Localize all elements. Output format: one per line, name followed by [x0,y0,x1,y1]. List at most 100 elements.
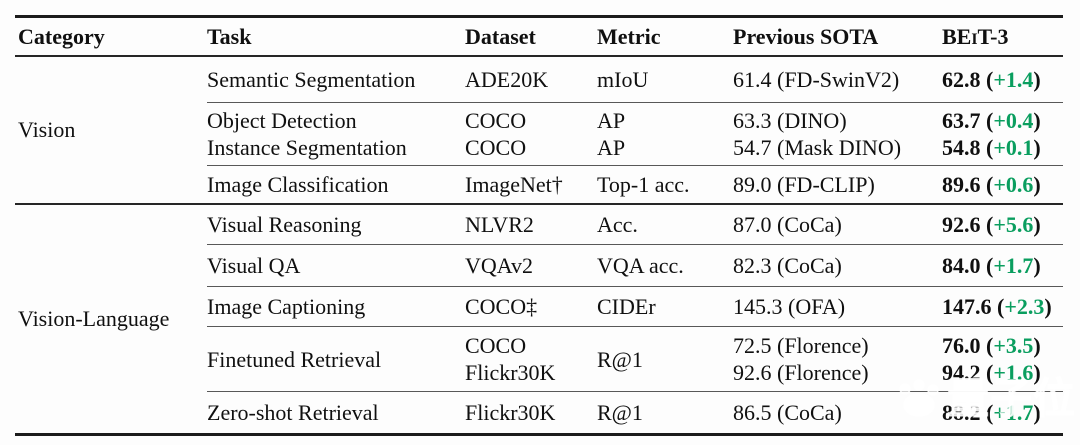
sota-value: 82.3 (CoCa) [733,253,842,278]
sota-value: 61.4 (FD-SwinV2) [733,67,900,92]
table-row: Object Detection Instance Segmentation COC… [207,102,1063,165]
beit3-delta: +0.4 [993,108,1034,133]
metric-value: R@1 [597,400,643,425]
beit3-delta: +0.1 [993,135,1034,160]
table-row: Semantic Segmentation ADE20K mIoU 61.4 (FD-… [207,57,1063,102]
header-previous-sota: Previous SOTA [733,23,879,49]
metric-value: VQA acc. [597,253,684,278]
paren-close: ) [1033,400,1041,425]
paren-open: ( [986,253,994,278]
paren-close: ) [1033,67,1041,92]
beit3-post: T-3 [977,23,1009,49]
beit3-cell: 62.8 (+1.4) [942,57,1063,102]
beit3-value: 76.0 (+3.5) [942,332,1063,359]
table-bottom-rule [15,433,1063,436]
dataset-value: COCO [465,108,527,133]
beit3-delta: +1.7 [993,253,1034,278]
beit3-value: 94.2 (+1.6) [942,359,1063,386]
beit3-score: 92.6 [942,212,986,237]
task-value: Image Classification [207,172,389,197]
beit3-delta: +2.3 [1004,294,1045,319]
dataset-cell: Flickr30K [465,392,597,433]
dataset-value: COCO [465,333,527,358]
dataset-value: Flickr30K [465,360,556,385]
metric-value: mIoU [597,67,649,92]
dataset-cell: COCO COCO [465,103,597,165]
metric-value: CIDEr [597,294,656,319]
paren-close: ) [1033,172,1041,197]
table-row: Finetuned Retrieval COCO Flickr30K R@1 72.5 … [207,326,1063,391]
dataset-cell: VQAv2 [465,245,597,286]
paren-close: ) [1033,212,1041,237]
table-row: Zero-shot Retrieval Flickr30K R@1 86.5 (CoC… [207,391,1063,433]
table-top-rule [15,15,1063,18]
beit3-score: 89.6 [942,172,986,197]
paren-open: ( [986,135,994,160]
task-cell: Semantic Segmentation [207,57,465,102]
task-cell: Visual QA [207,245,465,286]
metric-cell: AP AP [597,103,733,165]
sota-cell: 145.3 (OFA) [733,287,942,326]
beit3-delta: +1.7 [993,400,1034,425]
paren-close: ) [1044,294,1052,319]
table-header-row: Category Task Dataset Metric Previous SO… [15,18,1063,57]
table-row: Image Classification ImageNet† Top-1 acc. 8… [207,165,1063,203]
beit3-score: 63.7 [942,108,986,133]
task-value: Zero-shot Retrieval [207,400,379,425]
sota-cell: 72.5 (Florence) 92.6 (Florence) [733,327,942,391]
beit3-smallcap: I [971,30,978,48]
dataset-value: ImageNet† [465,172,563,197]
sota-cell: 61.4 (FD-SwinV2) [733,57,942,102]
paren-close: ) [1033,360,1041,385]
paren-close: ) [1033,253,1041,278]
beit3-value: 63.7 (+0.4) [942,107,1063,134]
beit3-value: 62.8 (+1.4) [942,66,1063,93]
category-label: Vision-Language [18,306,170,331]
dataset-cell: ADE20K [465,57,597,102]
metric-value: R@1 [597,346,643,372]
table-row: Visual QA VQAv2 VQA acc. 82.3 (CoCa) 84.0 (+… [207,244,1063,286]
task-value: Image Captioning [207,294,366,319]
beit3-score: 54.8 [942,135,986,160]
dataset-cell: ImageNet† [465,166,597,203]
beit3-value: 92.6 (+5.6) [942,211,1063,238]
paren-open: ( [986,400,994,425]
dataset-cell: NLVR2 [465,205,597,244]
section-rows: Semantic Segmentation ADE20K mIoU 61.4 (FD-… [207,57,1063,203]
category-group: Vision Semantic Segmentation ADE20K mIoU 61.… [15,57,1063,203]
task-value: Object Detection [207,108,357,133]
sota-value: 89.0 (FD-CLIP) [733,172,875,197]
beit3-cell: 76.0 (+3.5) 94.2 (+1.6) [942,327,1063,391]
beit3-value: 84.0 (+1.7) [942,252,1063,279]
metric-value: AP [597,108,626,133]
dataset-value: ADE20K [465,67,549,92]
dataset-value: VQAv2 [465,253,534,278]
beit3-delta: +5.6 [993,212,1034,237]
metric-cell: Top-1 acc. [597,166,733,203]
task-cell: Image Captioning [207,287,465,326]
beit3-pre: BE [942,23,972,49]
beit3-score: 84.0 [942,253,986,278]
beit3-value: 54.8 (+0.1) [942,134,1063,161]
beit3-cell: 84.0 (+1.7) [942,245,1063,286]
metric-cell: VQA acc. [597,245,733,286]
task-cell: Visual Reasoning [207,205,465,244]
metric-value: AP [597,135,626,160]
paren-open: ( [986,172,994,197]
task-cell: Zero-shot Retrieval [207,392,465,433]
task-value: Instance Segmentation [207,135,407,160]
header-category: Category [18,23,105,49]
sota-cell: 82.3 (CoCa) [733,245,942,286]
paren-open: ( [986,333,994,358]
section-rows: Visual Reasoning NLVR2 Acc. 87.0 (CoCa) 92.6… [207,205,1063,433]
header-beit3: BEIT-3 [942,24,1063,50]
metric-value: Top-1 acc. [597,172,690,197]
header-dataset: Dataset [465,23,536,49]
paren-open: ( [986,67,994,92]
task-value: Semantic Segmentation [207,67,416,92]
table-row: Image Captioning COCO‡ CIDEr 145.3 (OFA) 147… [207,286,1063,326]
dataset-value: COCO‡ [465,294,538,319]
paren-close: ) [1033,333,1041,358]
sota-value: 63.3 (DINO) [733,108,847,133]
category-group: Vision-Language Visual Reasoning NLVR2 Acc.… [15,203,1063,433]
